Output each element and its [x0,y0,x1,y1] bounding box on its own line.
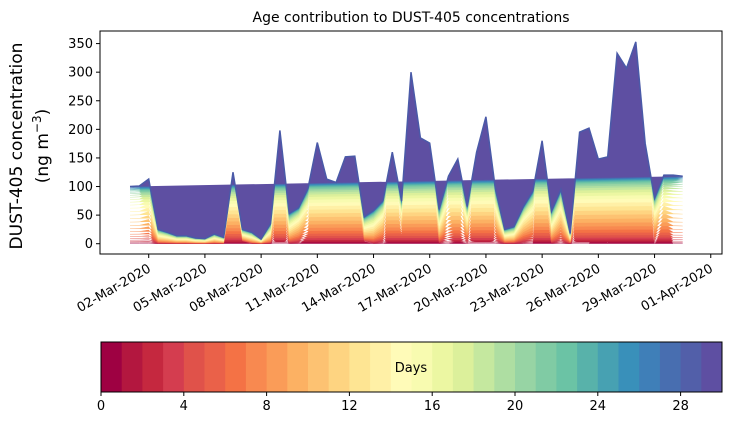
colorbar-swatch [101,342,123,392]
y-tick-label: 200 [68,123,93,138]
colorbar-tick-label: 28 [672,399,689,414]
plot-area [129,41,683,245]
colorbar-swatch [577,342,599,392]
colorbar-tick-label: 8 [262,399,270,414]
chart-title: Age contribution to DUST-405 concentrati… [253,10,570,26]
colorbar-swatch [535,342,557,392]
colorbar-swatch [390,342,412,392]
colorbar-swatch [473,342,495,392]
colorbar-swatch [163,342,185,392]
y-axis-unit-base: (ng m [33,133,53,183]
colorbar-tick-label: 24 [590,399,607,414]
colorbar-swatch [349,342,371,392]
colorbar-swatch [411,342,433,392]
colorbar-swatch [452,342,475,392]
y-tick-label: 300 [68,66,93,81]
colorbar-swatch [204,342,226,392]
colorbar-tick-label: 20 [507,399,524,414]
colorbar: Days 0 4 8 12 16 20 24 28 [97,341,723,414]
colorbar-tick-label: 4 [180,399,188,414]
colorbar-swatch [287,342,309,392]
colorbar-frame [100,341,723,393]
colorbar-label: Days [395,361,428,376]
y-axis-unit-exponent: −3 [30,115,44,133]
colorbar-swatch [597,342,619,392]
total-concentration-line [129,41,683,241]
colorbar-swatch [266,342,288,392]
y-axis-unit-close: ) [33,109,53,116]
colorbar-swatch [308,342,330,392]
colorbar-swatch [515,342,537,392]
colorbar-swatch [432,342,454,392]
plot-frame [99,30,723,255]
colorbar-tick-label: 16 [424,399,441,414]
colorbar-swatch [659,342,682,392]
y-tick-label: 150 [68,151,93,166]
y-axis-label-line1: DUST-405 concentration [7,43,27,250]
colorbar-swatch [639,342,661,392]
colorbar-swatch [494,342,516,392]
y-tick-label: 100 [68,180,93,195]
y-tick-label: 0 [85,237,93,252]
y-tick-label: 50 [76,209,93,224]
y-axis-label-line2: (ng m−3) [30,109,53,184]
colorbar-swatch [121,342,143,392]
y-axis-label: DUST-405 concentration (ng m−3) [7,43,53,250]
colorbar-tick-label: 12 [341,399,358,414]
colorbar-swatch [183,342,205,392]
colorbar-swatch [680,342,702,392]
colorbar-swatch [142,342,164,392]
colorbar-ticks: 0 4 8 12 16 20 24 28 [97,392,689,414]
y-tick-label: 250 [68,94,93,109]
colorbar-swatch [328,342,350,392]
colorbar-swatch [225,342,247,392]
y-tick-label: 350 [68,37,93,52]
colorbar-tick-label: 0 [97,399,105,414]
colorbar-swatch [245,342,268,392]
colorbar-swatch [370,342,392,392]
colorbar-swatch [556,342,578,392]
colorbar-swatches [100,341,723,393]
colorbar-swatch [701,342,723,392]
colorbar-swatch [618,342,640,392]
